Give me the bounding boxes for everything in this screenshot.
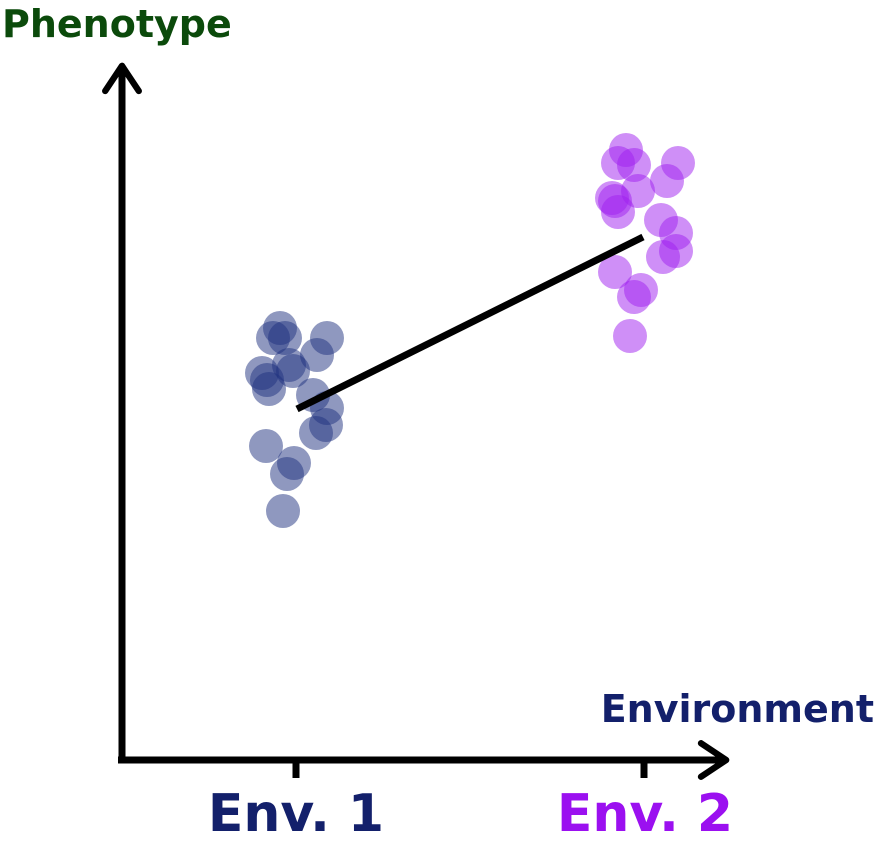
env2-point bbox=[650, 164, 684, 198]
env1-point bbox=[266, 494, 300, 528]
env2-point bbox=[646, 240, 680, 274]
points-layer bbox=[245, 133, 695, 528]
trend-line bbox=[295, 233, 645, 413]
env2-point bbox=[617, 148, 651, 182]
env1-point bbox=[270, 457, 304, 491]
env1-point bbox=[256, 321, 290, 355]
env2-point bbox=[598, 255, 632, 289]
env1-point bbox=[276, 354, 310, 388]
env1-point bbox=[249, 429, 283, 463]
x-axis-label: Environment bbox=[601, 687, 874, 731]
y-axis-label: Phenotype bbox=[2, 2, 232, 46]
env1-point bbox=[252, 372, 286, 406]
env1-point bbox=[300, 338, 334, 372]
env1-point bbox=[299, 416, 333, 450]
x-tick-label-env2: Env. 2 bbox=[557, 784, 733, 843]
env2-point bbox=[617, 280, 651, 314]
env2-point bbox=[601, 195, 635, 229]
env2-point bbox=[613, 319, 647, 353]
x-tick-label-env1: Env. 1 bbox=[208, 784, 384, 843]
